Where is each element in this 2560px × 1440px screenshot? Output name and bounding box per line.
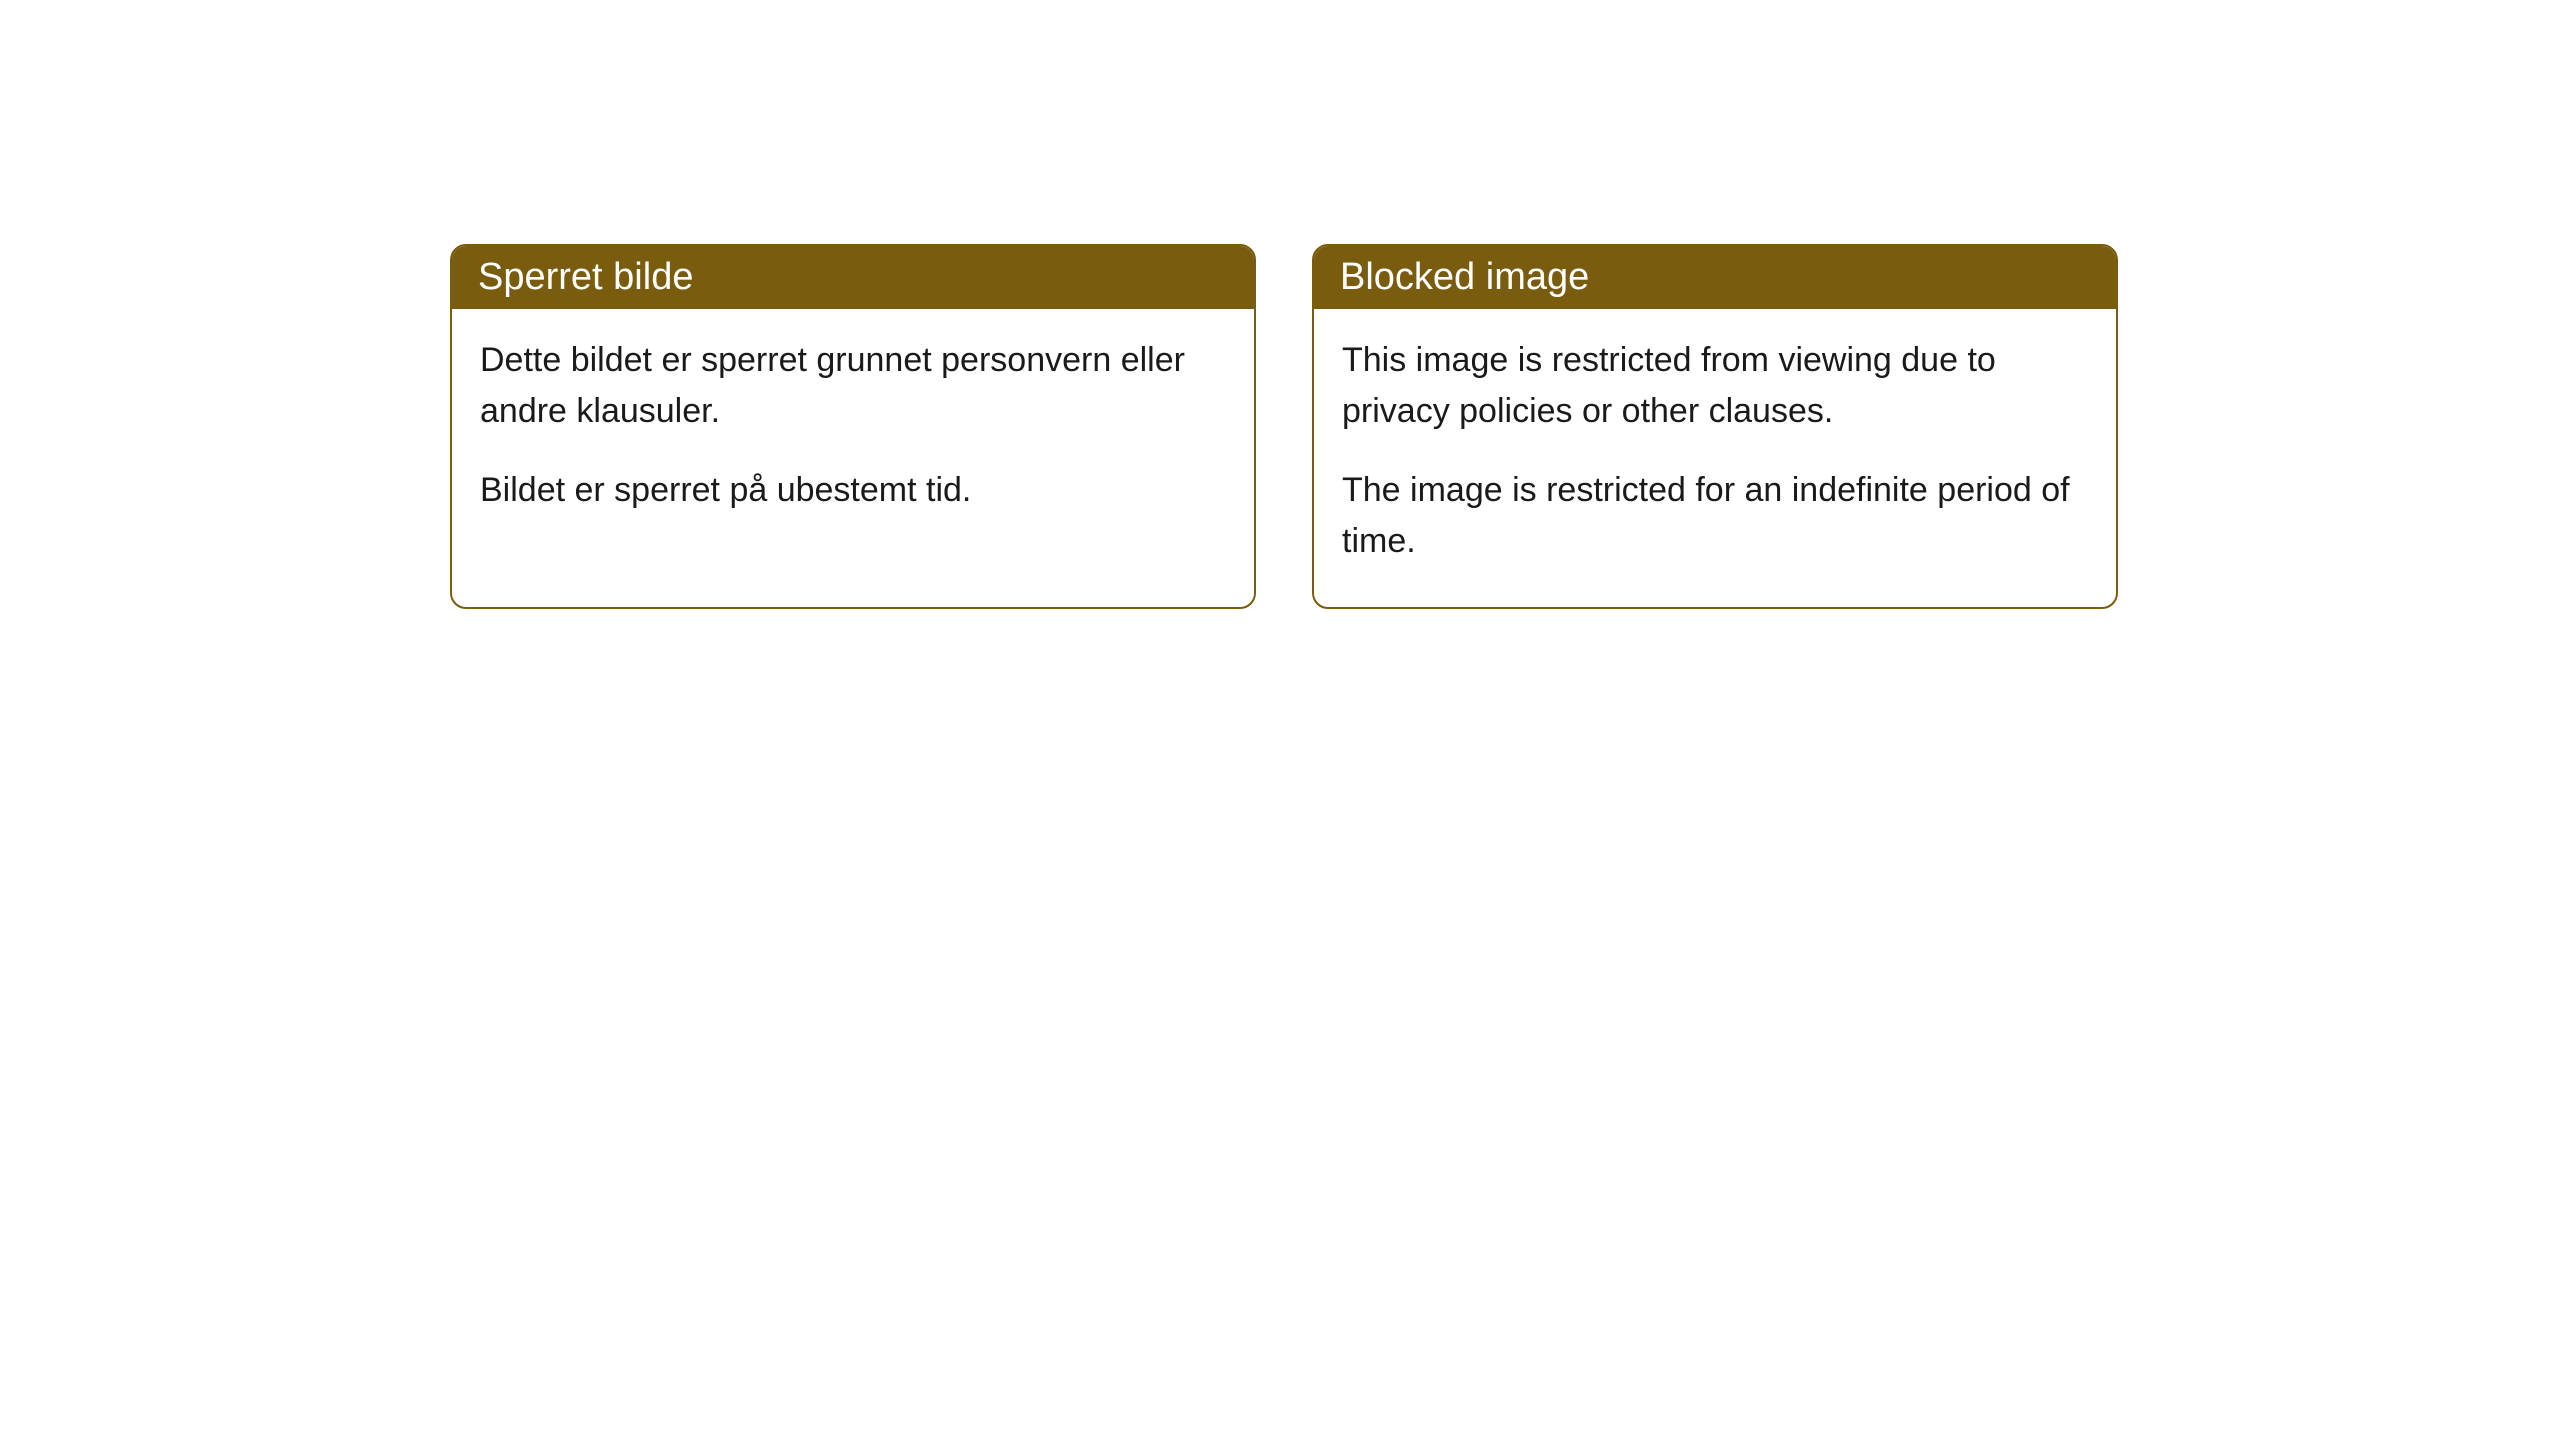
card-header-norwegian: Sperret bilde bbox=[452, 246, 1254, 309]
card-body-english: This image is restricted from viewing du… bbox=[1314, 309, 2116, 607]
notice-cards-container: Sperret bilde Dette bildet er sperret gr… bbox=[450, 244, 2560, 609]
notice-card-english: Blocked image This image is restricted f… bbox=[1312, 244, 2118, 609]
card-title: Sperret bilde bbox=[478, 256, 693, 298]
card-header-english: Blocked image bbox=[1314, 246, 2116, 309]
card-paragraph: This image is restricted from viewing du… bbox=[1342, 335, 2088, 437]
notice-card-norwegian: Sperret bilde Dette bildet er sperret gr… bbox=[450, 244, 1256, 609]
card-paragraph: Bildet er sperret på ubestemt tid. bbox=[480, 465, 1226, 516]
card-paragraph: Dette bildet er sperret grunnet personve… bbox=[480, 335, 1226, 437]
card-body-norwegian: Dette bildet er sperret grunnet personve… bbox=[452, 309, 1254, 556]
card-paragraph: The image is restricted for an indefinit… bbox=[1342, 465, 2088, 567]
card-title: Blocked image bbox=[1340, 256, 1589, 298]
